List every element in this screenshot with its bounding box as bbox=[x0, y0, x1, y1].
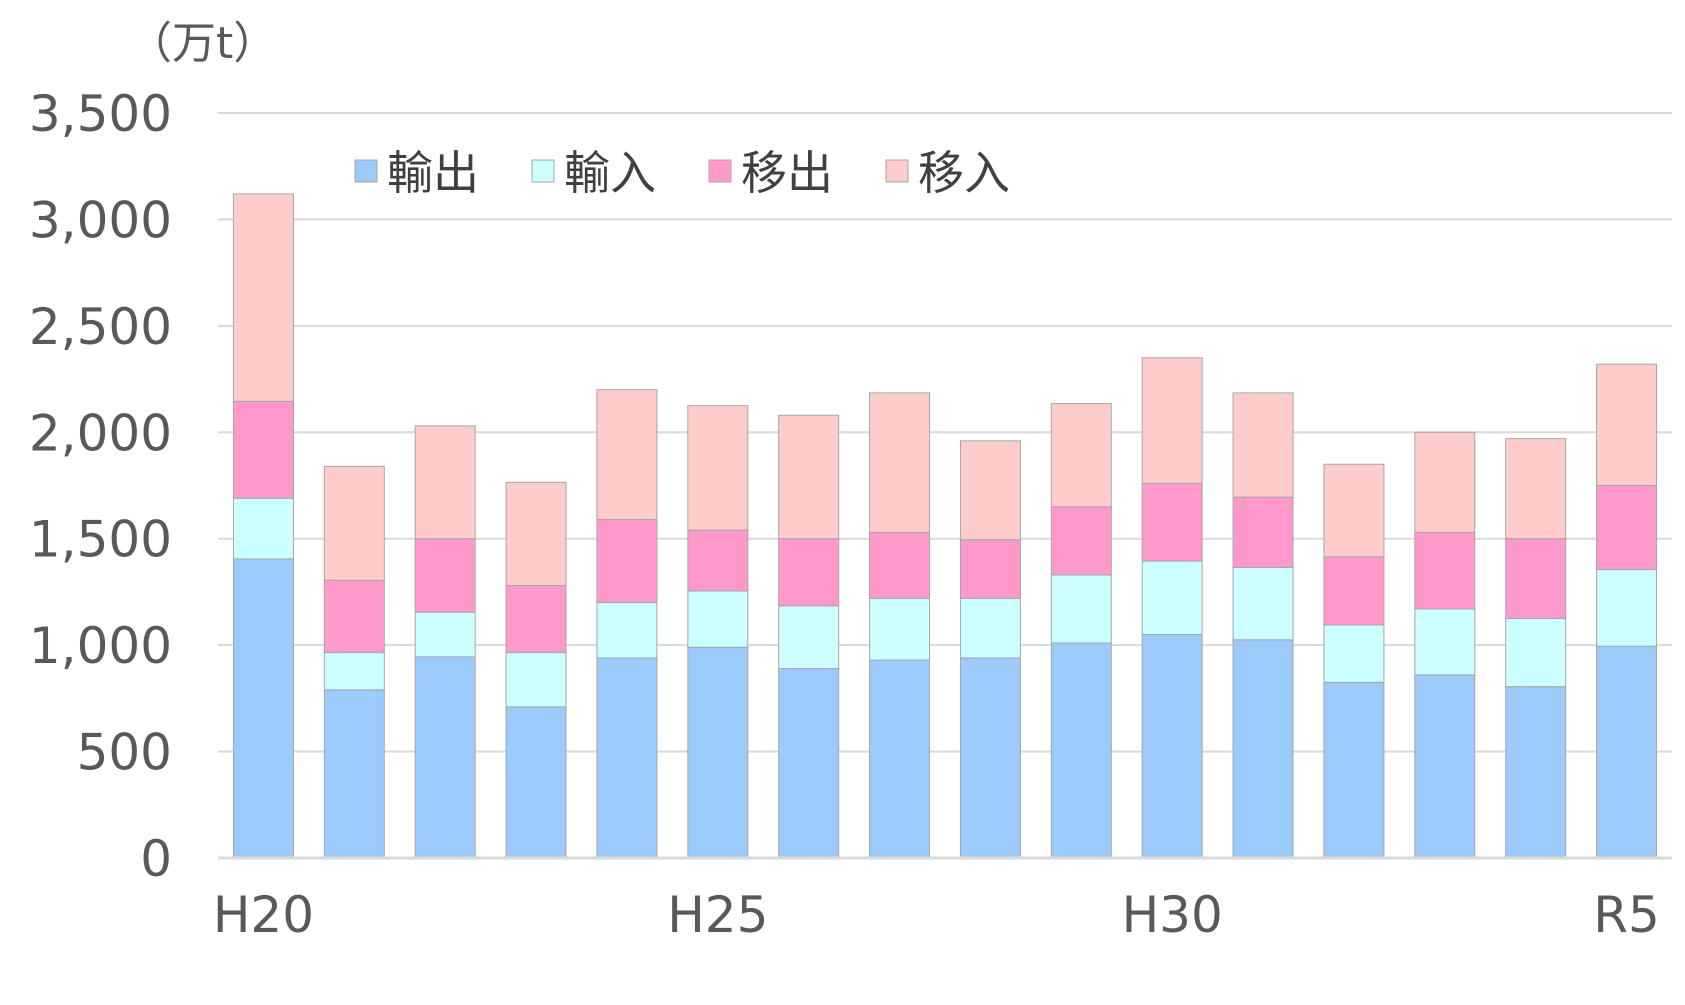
bar-segment bbox=[1323, 624, 1385, 683]
bar-segment bbox=[1505, 538, 1567, 620]
bar-segment bbox=[1232, 392, 1294, 498]
bar-segment bbox=[323, 579, 385, 654]
y-tick-label: 500 bbox=[77, 724, 172, 782]
bar-segment bbox=[1050, 574, 1112, 644]
bar-segment bbox=[232, 497, 294, 560]
bar-segment bbox=[414, 538, 476, 613]
y-tick-label: 2,500 bbox=[29, 298, 172, 356]
bar-segment bbox=[1596, 645, 1658, 859]
bar-segment bbox=[869, 531, 931, 599]
bar-segment bbox=[414, 611, 476, 658]
bar-segment bbox=[232, 193, 294, 402]
legend-label: 輸入 bbox=[564, 146, 656, 200]
legend-swatch bbox=[885, 159, 909, 183]
bar-segment bbox=[505, 652, 567, 708]
bar-segment bbox=[687, 529, 749, 592]
bar-segment bbox=[232, 400, 294, 499]
bar-segment bbox=[1323, 463, 1385, 558]
legend-label: 輸出 bbox=[387, 146, 479, 200]
bar-segment bbox=[959, 539, 1021, 599]
bar-segment bbox=[1596, 485, 1658, 571]
bar-segment bbox=[1050, 403, 1112, 508]
bar-segment bbox=[1323, 681, 1385, 859]
legend-swatch bbox=[354, 159, 378, 183]
bar-segment bbox=[1505, 618, 1567, 688]
bar-segment bbox=[596, 602, 658, 659]
bar-segment bbox=[323, 465, 385, 581]
bar-segment bbox=[323, 689, 385, 859]
y-tick-label: 0 bbox=[140, 830, 172, 888]
y-tick-label: 2,000 bbox=[29, 404, 172, 462]
bar-segment bbox=[959, 597, 1021, 659]
bar-segment bbox=[505, 585, 567, 654]
bar-segment bbox=[687, 405, 749, 531]
legend-swatch bbox=[531, 159, 555, 183]
bar-segment bbox=[1050, 506, 1112, 576]
bar-segment bbox=[1414, 608, 1476, 676]
x-tick-label: H25 bbox=[667, 886, 768, 944]
bar-segment bbox=[778, 668, 840, 859]
bar-segment bbox=[1323, 556, 1385, 626]
bar-segment bbox=[687, 590, 749, 648]
bar-segment bbox=[414, 425, 476, 540]
legend-label: 移出 bbox=[741, 146, 833, 200]
bar-segment bbox=[1596, 363, 1658, 486]
bar-segment bbox=[596, 657, 658, 859]
bar-segment bbox=[778, 414, 840, 540]
bar-segment bbox=[1232, 639, 1294, 859]
bar-segment bbox=[1505, 686, 1567, 859]
bar-segment bbox=[687, 646, 749, 859]
y-tick-label: 3,000 bbox=[29, 191, 172, 249]
bar-segment bbox=[1505, 438, 1567, 540]
legend-label: 移入 bbox=[918, 146, 1010, 200]
bar-segment bbox=[778, 605, 840, 670]
x-tick-label: H30 bbox=[1122, 886, 1223, 944]
bar-segment bbox=[414, 656, 476, 859]
bar-segment bbox=[1141, 357, 1203, 484]
bar-segment bbox=[1141, 560, 1203, 635]
y-tick-label: 3,500 bbox=[29, 85, 172, 143]
bar-segment bbox=[505, 481, 567, 587]
legend: 輸出 輸入 移出 移入 bbox=[354, 146, 1010, 200]
bar-segment bbox=[959, 657, 1021, 859]
bar-segment bbox=[1414, 431, 1476, 533]
bar-segment bbox=[232, 558, 294, 859]
bar-segment bbox=[323, 652, 385, 691]
bar-segment bbox=[1414, 531, 1476, 610]
bar-segment bbox=[869, 597, 931, 661]
bars bbox=[232, 193, 1658, 859]
x-tick-label: R5 bbox=[1593, 886, 1660, 944]
bar-segment bbox=[1141, 482, 1203, 562]
y-tick-label: 1,500 bbox=[29, 511, 172, 569]
bar-segment bbox=[1414, 674, 1476, 859]
bar-segment bbox=[505, 706, 567, 859]
bar-segment bbox=[596, 389, 658, 521]
bar-segment bbox=[959, 440, 1021, 541]
bar-segment bbox=[778, 538, 840, 607]
y-tick-label: 1,000 bbox=[29, 617, 172, 675]
bar-segment bbox=[1232, 566, 1294, 641]
legend-swatch bbox=[708, 159, 732, 183]
x-tick-label: H20 bbox=[213, 886, 314, 944]
bar-segment bbox=[869, 392, 931, 533]
bar-segment bbox=[1596, 569, 1658, 647]
bar-segment bbox=[596, 519, 658, 604]
axes: 0 500 1,000 1,500 2,000 2,500 3,000 3,500 H20 H25… bbox=[29, 85, 1672, 944]
bar-segment bbox=[1141, 634, 1203, 859]
bar-segment bbox=[1232, 496, 1294, 568]
bar-segment bbox=[869, 659, 931, 859]
bar-segment bbox=[1050, 642, 1112, 859]
unit-label: （万t） bbox=[128, 18, 277, 69]
